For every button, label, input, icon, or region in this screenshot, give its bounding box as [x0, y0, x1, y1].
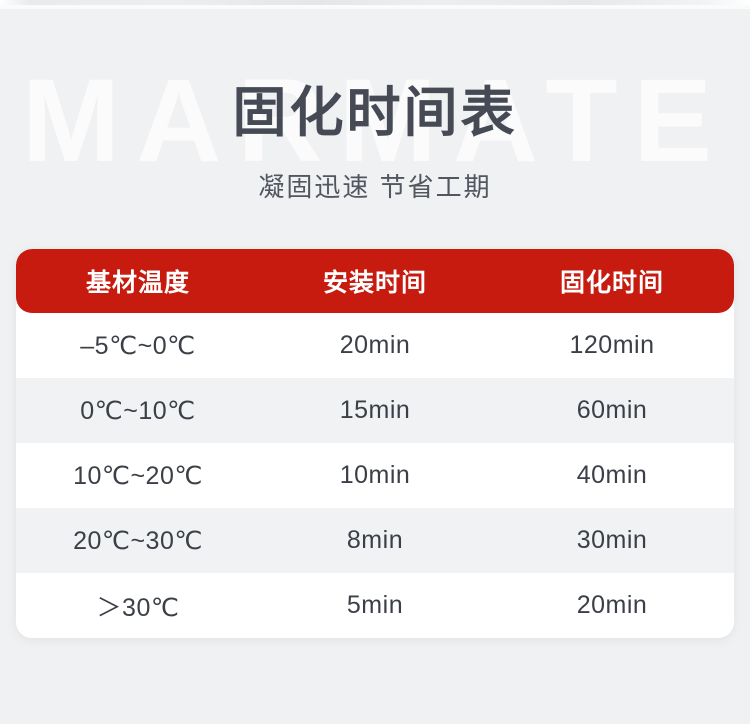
curing-time-table: 基材温度 安装时间 固化时间 –5℃~0℃ 20min 120min 0℃~10…	[16, 249, 734, 638]
cell-cure-time: 60min	[576, 396, 648, 424]
cell-install-time: 15min	[339, 396, 411, 424]
table-row: –5℃~0℃ 20min 120min	[16, 313, 734, 378]
table-row: 20℃~30℃ 8min 30min	[16, 508, 734, 573]
table-row: 10℃~20℃ 10min 40min	[16, 443, 734, 508]
cell-install-time: 8min	[346, 526, 404, 554]
table-row: 0℃~10℃ 15min 60min	[16, 378, 734, 443]
cell-temperature: –5℃~0℃	[80, 331, 196, 360]
column-header-temperature: 基材温度	[85, 269, 190, 297]
cell-cure-time: 40min	[576, 461, 648, 489]
cell-install-time: 10min	[339, 461, 411, 489]
brand-watermark: MARMATE	[21, 55, 729, 187]
image-seam-strip-lower	[0, 5, 750, 9]
cell-temperature: 0℃~10℃	[80, 396, 196, 425]
cell-cure-time: 20min	[576, 591, 648, 619]
page-header: MARMATE 固化时间表 凝固迅速 节省工期	[0, 0, 750, 232]
column-header-cure-time: 固化时间	[559, 269, 664, 297]
column-header-install-time: 安装时间	[322, 269, 427, 297]
cell-temperature: 10℃~20℃	[73, 461, 203, 490]
cell-install-time: 20min	[339, 331, 411, 359]
page-subtitle: 凝固迅速 节省工期	[258, 172, 492, 202]
image-seam-strip	[0, 0, 750, 5]
cell-cure-time: 30min	[576, 526, 648, 554]
table-row: ＞30℃ 5min 20min	[16, 573, 734, 638]
cell-install-time: 5min	[346, 591, 404, 619]
page-title: 固化时间表	[232, 83, 518, 143]
cell-temperature: 20℃~30℃	[73, 526, 203, 555]
table-header-row: 基材温度 安装时间 固化时间	[16, 249, 734, 313]
cell-cure-time: 120min	[569, 331, 655, 359]
cell-temperature: ＞30℃	[96, 593, 180, 622]
